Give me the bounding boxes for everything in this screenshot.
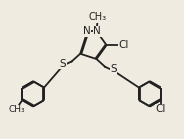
Text: Cl: Cl [156, 105, 166, 115]
Text: N: N [93, 26, 101, 36]
Text: Cl: Cl [119, 40, 129, 50]
Text: S: S [110, 64, 117, 74]
Text: CH₃: CH₃ [9, 105, 26, 114]
Text: S: S [60, 59, 66, 69]
Text: CH₃: CH₃ [89, 12, 107, 22]
Text: N: N [83, 26, 91, 36]
